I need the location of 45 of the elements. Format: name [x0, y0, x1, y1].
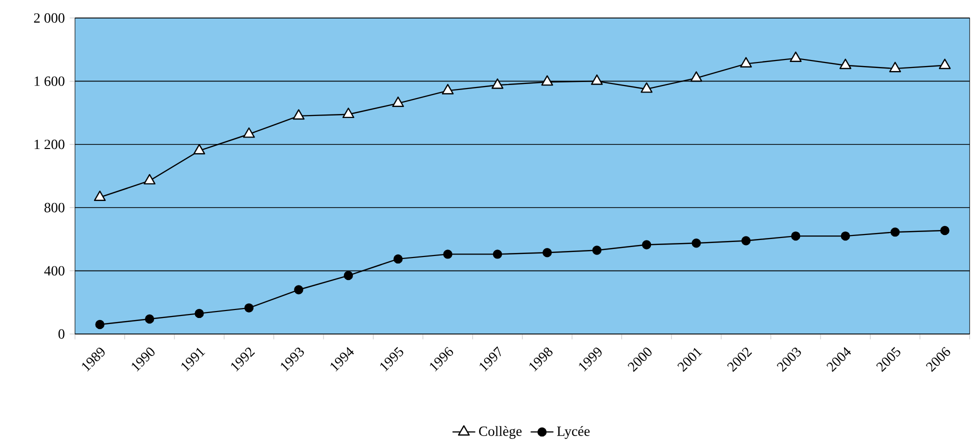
point — [890, 227, 900, 237]
legend-label: Lycée — [557, 426, 590, 439]
point — [692, 238, 701, 248]
point — [392, 96, 404, 107]
point — [542, 248, 552, 258]
point — [442, 84, 454, 94]
y-tick-label: 1 200 — [34, 140, 64, 150]
point — [940, 226, 950, 236]
point — [144, 174, 156, 184]
point — [193, 144, 206, 154]
point — [590, 74, 603, 85]
point — [194, 308, 204, 318]
legend-label: Collège — [479, 426, 522, 439]
point — [889, 62, 902, 72]
point — [592, 246, 602, 255]
point — [244, 303, 254, 312]
point — [541, 75, 554, 86]
point — [94, 190, 106, 201]
y-tick-label: 0 — [58, 329, 64, 339]
point — [492, 78, 504, 89]
y-tick-label: 2 000 — [34, 13, 64, 23]
point — [243, 127, 255, 138]
point — [791, 231, 800, 241]
point — [492, 250, 502, 259]
point — [292, 109, 305, 120]
point — [690, 71, 702, 82]
point — [144, 314, 154, 324]
point — [95, 320, 104, 330]
point — [294, 285, 304, 294]
point — [790, 51, 802, 62]
point — [740, 57, 752, 68]
point — [642, 240, 652, 250]
point — [344, 270, 353, 280]
y-tick-label: 800 — [44, 202, 64, 212]
y-tick-label: 1 600 — [34, 76, 64, 86]
point — [640, 82, 653, 93]
point — [839, 58, 852, 69]
point — [342, 108, 354, 118]
point — [393, 254, 403, 264]
y-tick-label: 400 — [44, 266, 64, 276]
x-tick-label: 1991 — [181, 348, 206, 372]
point — [741, 236, 751, 246]
point — [938, 58, 951, 69]
point — [443, 250, 452, 259]
point — [840, 231, 850, 241]
